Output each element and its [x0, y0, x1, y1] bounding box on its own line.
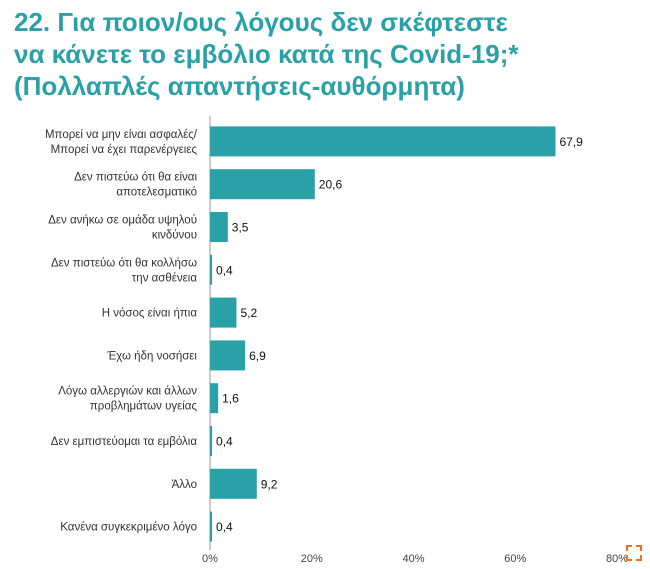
value-label-7: 0,4 — [216, 435, 233, 449]
category-label-1: Δεν πιστεύω ότι θα είναι αποτελεσματικό — [74, 172, 197, 199]
chart-title: 22. Για ποιον/ους λόγους δεν σκέφτεστε ν… — [14, 6, 634, 102]
category-label-7-line-0: Δεν εμπιστεύομαι τα εμβόλια — [51, 436, 198, 448]
category-label-0-line-0: Μπορεί να μην είναι ασφαλές/ — [45, 129, 198, 141]
value-label-2: 3,5 — [232, 221, 249, 235]
category-label-2-line-0: Δεν ανήκω σε ομάδα υψηλού — [48, 215, 197, 227]
category-label-1-line-0: Δεν πιστεύω ότι θα είναι — [74, 172, 197, 184]
chart-title-line-1: 22. Για ποιον/ους λόγους δεν σκέφτεστε — [14, 7, 508, 37]
value-label-9: 0,4 — [216, 520, 233, 534]
bar-9 — [210, 511, 213, 542]
category-label-7: Δεν εμπιστεύομαι τα εμβόλια — [51, 436, 198, 448]
x-tick-label-3: 60% — [504, 553, 526, 565]
category-label-2: Δεν ανήκω σε ομάδα υψηλού κινδύνου — [48, 215, 197, 242]
chart-title-line-3: (Πολλαπλές απαντήσεις-αυθόρμητα) — [14, 71, 465, 101]
category-label-9-line-0: Κανένα συγκεκριμένο λόγο — [60, 522, 197, 534]
value-label-4: 5,2 — [240, 306, 257, 320]
category-label-8: Άλλο — [172, 479, 197, 491]
category-label-3-line-1: την ασθένεια — [132, 272, 198, 284]
chart-title-line-2: να κάνετε το εμβόλιο κατά της Covid-19;* — [14, 39, 519, 69]
category-label-4: Η νόσος είναι ήπια — [102, 308, 198, 320]
bar-6 — [210, 383, 219, 414]
value-label-1: 20,6 — [319, 178, 343, 192]
bar-1 — [210, 169, 315, 200]
bar-0 — [210, 126, 556, 157]
bar-8 — [210, 468, 257, 499]
x-tick-label-0: 0% — [202, 553, 218, 565]
category-label-0-line-1: Μπορεί να έχει παρενέργειες — [51, 144, 198, 156]
expand-icon[interactable] — [624, 543, 644, 563]
category-label-0: Μπορεί να μην είναι ασφαλές/Μπορεί να έχ… — [45, 129, 198, 156]
bar-7 — [210, 426, 213, 456]
category-label-4-line-0: Η νόσος είναι ήπια — [102, 308, 198, 320]
value-label-3: 0,4 — [216, 263, 233, 277]
bar-5 — [210, 340, 246, 371]
category-label-3-line-0: Δεν πιστεύω ότι θα κολλήσω — [51, 257, 197, 269]
category-label-6-line-0: Λόγω αλλεργιών και άλλων — [58, 386, 197, 398]
x-tick-label-2: 40% — [402, 553, 424, 565]
x-tick-label-1: 20% — [301, 553, 323, 565]
category-label-2-line-1: κινδύνου — [152, 230, 197, 242]
value-label-6: 1,6 — [222, 392, 239, 406]
bar-2 — [210, 212, 228, 242]
x-tick-label-4: 80% — [606, 553, 628, 565]
category-label-9: Κανένα συγκεκριμένο λόγο — [60, 522, 197, 534]
category-label-1-line-1: αποτελεσματικό — [116, 187, 197, 199]
bar-3 — [210, 254, 213, 285]
category-label-5: Έχω ήδη νοσήσει — [106, 350, 197, 362]
value-label-0: 67,9 — [559, 135, 583, 149]
bar-4 — [210, 297, 237, 328]
category-label-8-line-0: Άλλο — [172, 479, 197, 491]
category-label-5-line-0: Έχω ήδη νοσήσει — [106, 350, 197, 362]
category-label-3: Δεν πιστεύω ότι θα κολλήσω την ασθένεια — [51, 257, 197, 284]
category-label-6: Λόγω αλλεργιών και άλλων προβλημάτων υγεί… — [58, 386, 197, 413]
value-label-5: 6,9 — [249, 349, 266, 363]
category-label-6-line-1: προβλημάτων υγείας — [90, 401, 198, 413]
value-label-8: 9,2 — [261, 477, 278, 491]
